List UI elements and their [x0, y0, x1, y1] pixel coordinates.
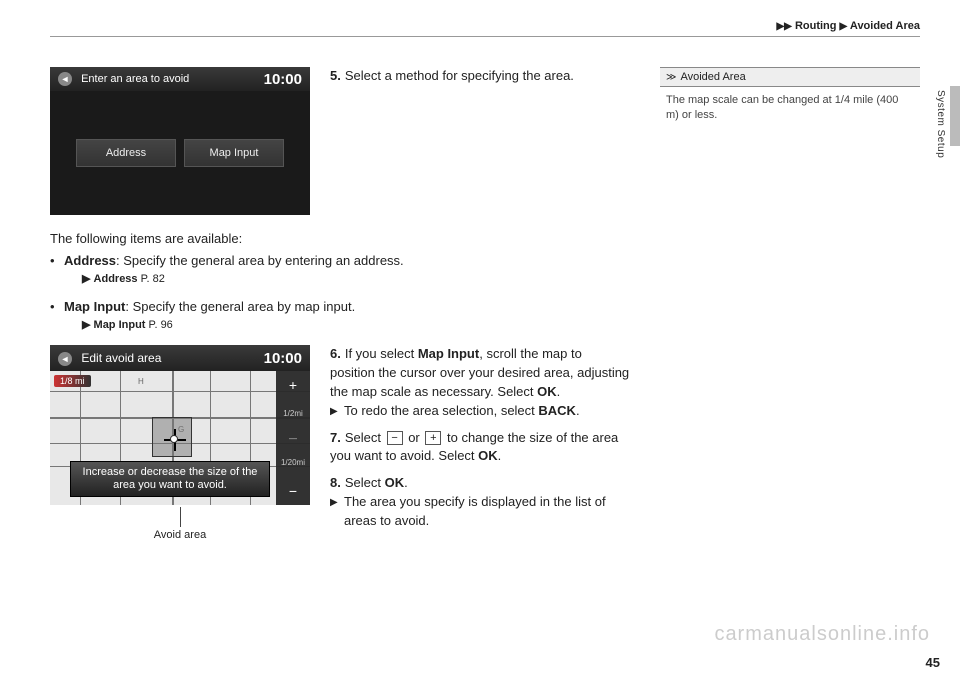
step7-mid: or — [405, 430, 424, 445]
ss1-title: Enter an area to avoid — [81, 73, 189, 85]
row-step5: ◄ Enter an area to avoid 10:00 Address M… — [50, 67, 630, 215]
option-address: Address: Specify the general area by ent… — [50, 252, 630, 288]
scale-badge: 1/8 mi — [54, 375, 91, 387]
ss1-body: Address Map Input — [50, 91, 310, 215]
address-button[interactable]: Address — [76, 139, 176, 167]
triangle-icon: ▶ — [330, 496, 338, 511]
intro-text: The following items are available: — [50, 231, 630, 246]
callout-line — [180, 507, 181, 527]
section-tab: System Setup — [935, 90, 946, 158]
ss2-frame: ◄ Edit avoid area 10:00 — [50, 345, 310, 505]
back-icon: ◄ — [58, 352, 72, 366]
step8-sub: ▶ The area you specify is displayed in t… — [330, 493, 630, 531]
ss1-clock: 10:00 — [264, 71, 302, 88]
zoom-out-icon[interactable]: − — [289, 483, 297, 499]
step6-sub-b: BACK — [538, 403, 576, 418]
option-map-input: Map Input: Specify the general area by m… — [50, 298, 630, 334]
sidebar-title: Avoided Area — [680, 71, 745, 83]
options-list: Address: Specify the general area by ent… — [50, 252, 630, 333]
street-label: H — [138, 377, 144, 386]
step7-end: . — [498, 448, 502, 463]
ss2-banner: Increase or decrease the size of the are… — [70, 461, 270, 497]
ss2-caption: Avoid area — [50, 529, 310, 541]
ss1-frame: ◄ Enter an area to avoid 10:00 Address M… — [50, 67, 310, 215]
step8-ok: OK — [385, 475, 405, 490]
page: ▶▶ Routing ▶ Avoided Area ◄ Enter an are… — [0, 0, 960, 678]
step6-sub-c: . — [576, 403, 580, 418]
breadcrumb-arrow-icon: ▶ — [840, 21, 848, 32]
ss1-titlebar: ◄ Enter an area to avoid 10:00 — [50, 67, 310, 91]
ss2-title-wrap: ◄ Edit avoid area — [58, 351, 161, 366]
watermark: carmanualsonline.info — [714, 623, 930, 646]
step5-body: Select a method for specifying the area. — [345, 68, 574, 83]
address-ref-page: P. 82 — [141, 273, 165, 285]
map-input-button[interactable]: Map Input — [184, 139, 284, 167]
sidebar-body: The map scale can be changed at 1/4 mile… — [660, 87, 920, 130]
page-header: ▶▶ Routing ▶ Avoided Area — [50, 20, 920, 37]
map-gridline — [50, 391, 310, 392]
step6-sub-a: To redo the area selection, select — [344, 403, 538, 418]
ss2-title: Edit avoid area — [81, 351, 161, 365]
link-icon: ▶ — [82, 273, 90, 285]
ss2-clock: 10:00 — [264, 350, 302, 367]
step6-e: . — [557, 384, 561, 399]
step7-ok: OK — [478, 448, 498, 463]
address-ref-label: Address — [94, 273, 138, 285]
screenshot-enter-area: ◄ Enter an area to avoid 10:00 Address M… — [50, 67, 310, 215]
step-number: 5. — [330, 68, 341, 83]
page-number: 45 — [926, 655, 940, 670]
scale-half: 1/2mi — [283, 409, 303, 418]
map-ref: ▶ Map Input P. 96 — [82, 318, 630, 333]
step8-end: . — [404, 475, 408, 490]
breadcrumb-arrow-icon: ▶▶ — [776, 21, 791, 32]
address-desc: : Specify the general area by entering a… — [116, 253, 404, 268]
address-label: Address — [64, 253, 116, 268]
screenshot-edit-area: ◄ Edit avoid area 10:00 — [50, 345, 310, 541]
map-desc: : Specify the general area by map input. — [125, 299, 355, 314]
ss2-titlebar: ◄ Edit avoid area 10:00 — [50, 345, 310, 371]
main-columns: ◄ Enter an area to avoid 10:00 Address M… — [50, 67, 920, 541]
zoom-control[interactable]: + 1/2mi — 1/20mi − — [276, 371, 310, 505]
scale-mid: — — [289, 434, 297, 443]
step6-b: Map Input — [418, 346, 479, 361]
step6-a: If you select — [345, 346, 418, 361]
step6-d: OK — [537, 384, 557, 399]
link-icon: ▶ — [82, 319, 90, 331]
map-ref-label: Map Input — [94, 319, 146, 331]
step8-sub-text: The area you specify is displayed in the… — [344, 494, 606, 528]
step7-pre: Select — [345, 430, 385, 445]
step8-pre: Select — [345, 475, 385, 490]
minus-icon: − — [387, 431, 403, 445]
step6-sub: ▶ To redo the area selection, select BAC… — [330, 402, 630, 421]
step8: 8. Select OK. ▶ The area you specify is d… — [330, 474, 630, 531]
map-label: Map Input — [64, 299, 125, 314]
ss1-title-wrap: ◄ Enter an area to avoid — [58, 72, 189, 86]
zoom-in-icon[interactable]: + — [289, 377, 297, 393]
step-number: 7. — [330, 430, 341, 445]
steps-6-8: 6.If you select Map Input, scroll the ma… — [330, 345, 630, 541]
breadcrumb-section: Routing — [795, 20, 837, 32]
map-ref-page: P. 96 — [149, 319, 173, 331]
breadcrumb-page: Avoided Area — [850, 20, 920, 32]
section-tab-bg — [950, 86, 960, 146]
step-number: 8. — [330, 475, 341, 490]
step-number: 6. — [330, 346, 341, 361]
back-icon: ◄ — [58, 72, 72, 86]
step-list: 6.If you select Map Input, scroll the ma… — [330, 345, 630, 531]
step6: 6.If you select Map Input, scroll the ma… — [330, 345, 630, 420]
row-step6: ◄ Edit avoid area 10:00 — [50, 345, 630, 541]
note-icon: ≫ — [666, 72, 676, 83]
ss2-caption-text: Avoid area — [154, 529, 206, 541]
sidebar-heading: ≫ Avoided Area — [660, 67, 920, 87]
triangle-icon: ▶ — [330, 405, 338, 420]
sidebar: ≫ Avoided Area The map scale can be chan… — [660, 67, 920, 541]
step7: 7.Select − or + to change the size of th… — [330, 429, 630, 467]
step5-text: 5. Select a method for specifying the are… — [330, 67, 630, 215]
left-column: ◄ Enter an area to avoid 10:00 Address M… — [50, 67, 630, 541]
scale-twentieth: 1/20mi — [281, 458, 305, 467]
address-ref: ▶ Address P. 82 — [82, 272, 630, 287]
plus-icon: + — [425, 431, 441, 445]
